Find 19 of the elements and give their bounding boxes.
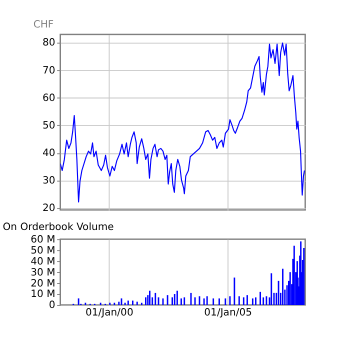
y-tick-label: 30 M [30,267,56,278]
y-tick-label: 10 M [30,289,56,300]
y-tick-label: 80 [42,38,56,49]
line-series [60,42,305,202]
y-tick-label: 70 [42,65,56,76]
y-tick-label: 50 [42,120,56,132]
y-tick-label: 20 [42,203,56,214]
y-tick-label: 40 M [30,256,56,268]
x-tick-label: 01/Jan/05 [204,308,252,318]
y-tick-label: 60 M [30,234,56,246]
y-tick-label: 30 [42,176,56,187]
y-tick-label: 0 [48,300,56,312]
x-tick-label: 01/Jan/00 [86,308,134,318]
y-tick-label: 50 M [30,245,56,256]
y-tick-label: 60 [42,92,56,104]
y-tick-label: 20 M [30,278,56,290]
y-axis-title: CHF [33,20,54,31]
chart-title: On Orderbook Volume [2,222,114,234]
y-tick-label: 40 [42,148,56,160]
